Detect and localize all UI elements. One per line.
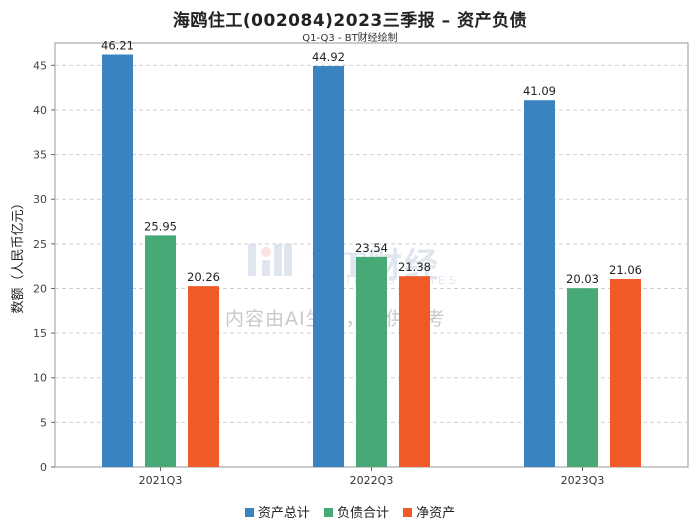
chart-subtitle: Q1-Q3 - BT财经绘制 — [302, 33, 398, 44]
legend-item-liabilities[interactable]: 负债合计 — [323, 502, 389, 521]
data-label-net-assets-2021Q3: 20.26 — [187, 270, 220, 284]
legend-swatch-assets — [244, 508, 254, 517]
bar-assets-2021Q3[interactable] — [102, 54, 133, 467]
legend: 资产总计 负债合计 净资产 — [0, 502, 700, 521]
x-tick-label: 2022Q3 — [350, 474, 394, 487]
bar-net-assets-2023Q3[interactable] — [610, 279, 641, 467]
y-tick-label: 45 — [33, 59, 47, 72]
bar-assets-2022Q3[interactable] — [313, 66, 344, 467]
bar-net-assets-2022Q3[interactable] — [399, 276, 430, 467]
legend-label-assets: 资产总计 — [257, 506, 310, 521]
bar-liabilities-2021Q3[interactable] — [145, 235, 176, 467]
data-label-assets-2023Q3: 41.09 — [523, 84, 556, 98]
x-tick-label: 2023Q3 — [561, 474, 605, 487]
x-tick-label: 2021Q3 — [139, 474, 183, 487]
y-tick-label: 40 — [33, 104, 47, 117]
data-label-assets-2022Q3: 44.92 — [312, 50, 345, 64]
bar-net-assets-2021Q3[interactable] — [188, 286, 219, 467]
bar-liabilities-2023Q3[interactable] — [567, 288, 598, 467]
bar-liabilities-2022Q3[interactable] — [356, 256, 387, 467]
y-tick-label: 30 — [33, 193, 47, 206]
legend-swatch-liabilities — [323, 508, 333, 517]
y-tick-label: 25 — [33, 238, 47, 251]
data-label-net-assets-2023Q3: 21.06 — [609, 263, 642, 277]
legend-swatch-net-assets — [403, 508, 413, 517]
chart-title: 海鸥住工(002084)2023三季报 – 资产负债 — [172, 11, 528, 31]
data-label-liabilities-2022Q3: 23.54 — [355, 241, 388, 255]
bar-assets-2023Q3[interactable] — [524, 100, 555, 467]
y-tick-label: 5 — [40, 416, 47, 429]
legend-item-assets[interactable]: 资产总计 — [244, 502, 310, 521]
legend-item-net-assets[interactable]: 净资产 — [403, 502, 455, 521]
data-label-liabilities-2023Q3: 20.03 — [566, 272, 599, 286]
data-label-assets-2021Q3: 46.21 — [101, 39, 134, 53]
legend-label-liabilities: 负债合计 — [336, 506, 389, 521]
y-tick-label: 20 — [33, 282, 47, 295]
y-tick-label: 10 — [33, 372, 47, 385]
data-label-net-assets-2022Q3: 21.38 — [398, 260, 431, 274]
y-tick-label: 35 — [33, 149, 47, 162]
y-tick-label: 0 — [40, 461, 47, 474]
y-tick-label: 15 — [33, 327, 47, 340]
legend-label-net-assets: 净资产 — [416, 506, 456, 521]
y-axis-label: 数额（人民币亿元） — [11, 196, 26, 313]
data-label-liabilities-2021Q3: 25.95 — [144, 219, 177, 233]
